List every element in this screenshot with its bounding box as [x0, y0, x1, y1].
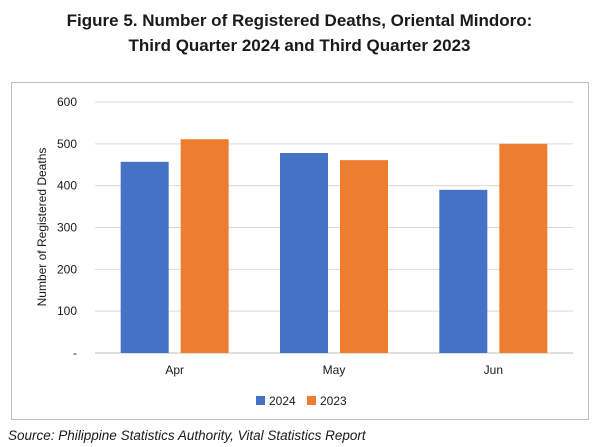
x-tick-label: Apr	[165, 363, 184, 377]
source-note: Source: Philippine Statistics Authority,…	[8, 428, 366, 443]
legend-label-2023: 2023	[320, 394, 347, 408]
bars	[120, 139, 548, 353]
y-tick-label: 300	[57, 221, 77, 235]
bar-2023-jun	[499, 143, 548, 353]
bar-2023-may	[340, 160, 388, 353]
legend-swatch-2024	[256, 396, 265, 405]
y-tick-label: -	[73, 346, 77, 360]
x-tick-label: Jun	[484, 363, 503, 377]
y-axis-title: Number of Registered Deaths	[35, 148, 49, 307]
x-tick-label: May	[323, 363, 346, 377]
gridlines	[95, 101, 573, 354]
bar-2023-apr	[180, 139, 229, 353]
y-tick-label: 500	[57, 137, 77, 151]
chart-title-line-1: Figure 5. Number of Registered Deaths, O…	[66, 11, 533, 30]
chart-title-line-2: Third Quarter 2024 and Third Quarter 202…	[128, 36, 471, 55]
bar-2024-jun	[439, 189, 488, 353]
y-tick-label: 200	[57, 262, 77, 276]
bar-2024-may	[280, 153, 328, 353]
legend: 2024 2023	[256, 394, 347, 408]
chart-title: Figure 5. Number of Registered Deaths, O…	[0, 8, 599, 58]
legend-label-2024: 2024	[269, 394, 296, 408]
bar-2024-apr	[120, 161, 169, 353]
y-tick-label: 600	[57, 95, 77, 109]
legend-swatch-2023	[307, 396, 316, 405]
y-tick-label: 400	[57, 179, 77, 193]
y-tick-label: 100	[57, 304, 77, 318]
axis-ticks: - 100 200 300 400 500 600 Apr May Jun	[57, 95, 503, 377]
